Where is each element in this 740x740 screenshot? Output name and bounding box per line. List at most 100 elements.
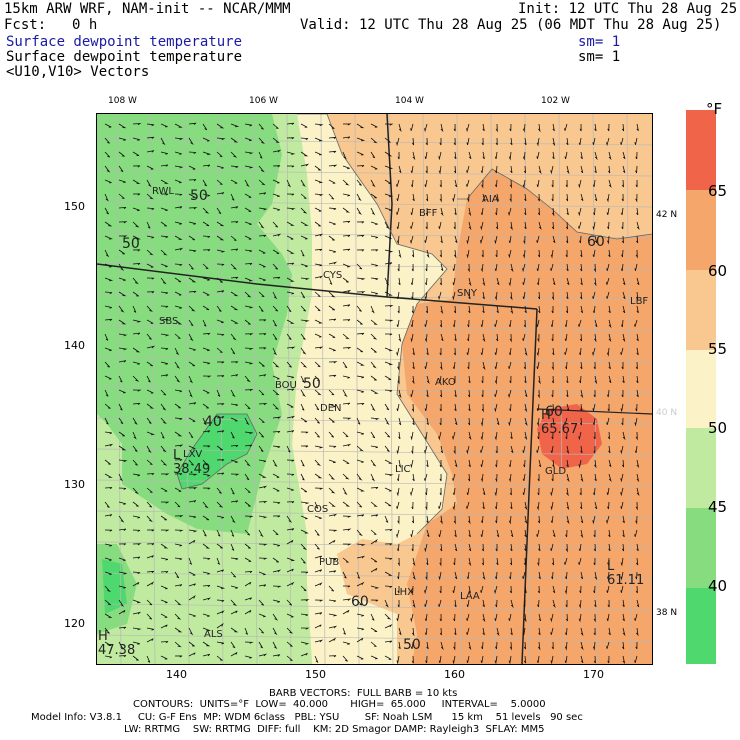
wind-vector [216, 641, 225, 645]
wind-vector [468, 151, 472, 159]
wind-vector [342, 598, 352, 601]
wind-vector [188, 445, 196, 450]
wind-vector [634, 655, 638, 663]
wind-vector [620, 473, 624, 483]
wind-vector [146, 459, 153, 465]
wind-vector [636, 235, 639, 244]
wind-vector [314, 123, 324, 127]
wind-vector [104, 529, 113, 532]
wind-vector [258, 263, 266, 268]
wind-vector [314, 459, 322, 467]
wind-vector [580, 445, 583, 454]
wind-vector [622, 613, 625, 622]
wind-vector [468, 543, 472, 552]
wind-vector [566, 515, 570, 525]
wind-vector [454, 179, 458, 188]
wind-vector [468, 277, 472, 287]
wind-vector [579, 347, 582, 356]
wind-vector [606, 641, 610, 649]
wind-vector [356, 555, 366, 559]
wind-vector [606, 193, 610, 203]
wind-vector [328, 431, 334, 438]
wind-vector [635, 193, 638, 203]
wind-vector [118, 501, 126, 505]
wind-vector [370, 585, 380, 589]
wind-vector [216, 151, 223, 158]
wind-vector [202, 263, 209, 270]
wind-vector [272, 445, 281, 449]
wind-vector [438, 599, 442, 607]
wind-vector [536, 445, 540, 453]
wind-vector [244, 543, 251, 549]
wind-vector [537, 473, 540, 482]
wind-vector [425, 221, 428, 230]
wind-vector [411, 515, 414, 524]
wind-vector [438, 571, 442, 581]
y-tick-label: 120 [64, 617, 85, 630]
colorbar-swatch [686, 508, 716, 588]
field1-smoothing: sm= 1 [578, 34, 621, 50]
wind-vector [272, 361, 280, 368]
wind-vector [551, 431, 554, 440]
wind-vector [202, 445, 211, 448]
wind-vector [384, 459, 393, 464]
wind-vector [118, 431, 126, 437]
wind-vector [635, 515, 638, 525]
wind-vector [356, 165, 365, 168]
wind-vector [104, 193, 109, 202]
wind-vector [160, 403, 167, 411]
wind-vector [314, 263, 323, 267]
wind-vector [160, 207, 168, 211]
wind-vector [495, 459, 498, 468]
wind-vector [258, 431, 264, 438]
wind-vector [592, 249, 596, 258]
wind-vector [606, 277, 610, 285]
wind-vector [104, 514, 113, 517]
wind-vector [300, 207, 308, 214]
wind-vector [594, 375, 598, 385]
wind-vector [384, 417, 390, 426]
wind-vector [452, 487, 456, 496]
wind-vector [230, 445, 239, 448]
wind-vector [216, 263, 225, 266]
wind-vector [104, 221, 113, 227]
wind-vector [594, 277, 597, 287]
wind-vector [496, 417, 500, 425]
wind-vector [174, 319, 183, 325]
wind-vector [480, 585, 484, 593]
wind-vector [132, 655, 139, 661]
wind-vector [481, 375, 484, 384]
wind-vector [385, 333, 393, 336]
wind-vector [258, 207, 268, 211]
wind-vector [410, 277, 414, 286]
wind-vector [146, 487, 153, 493]
map-canvas [96, 113, 653, 665]
wind-vector [356, 193, 362, 202]
wind-vector [606, 585, 610, 593]
wind-vector [608, 151, 612, 161]
wind-vector [509, 123, 512, 132]
model-physics: LW: RRTMG SW: RRTMG DIFF: full KM: 2D Sm… [124, 724, 545, 735]
wind-vector [396, 347, 400, 357]
wind-vector [580, 263, 583, 272]
wind-vector [509, 403, 512, 412]
wind-vector [370, 375, 377, 381]
wind-vector [342, 459, 350, 464]
wind-vector [452, 585, 456, 594]
wind-vector [244, 627, 248, 635]
wind-vector [244, 375, 251, 383]
city-label: LHX [394, 587, 414, 598]
city-label: BFF [419, 208, 438, 219]
wind-vector [494, 347, 498, 356]
wind-vector [328, 445, 337, 448]
wind-vector [608, 529, 611, 538]
wind-vector [300, 305, 307, 312]
wind-vector [202, 207, 210, 214]
wind-vector [216, 137, 226, 141]
wind-vector [608, 375, 612, 383]
wind-vector [272, 654, 281, 657]
wind-vector [550, 165, 554, 175]
wind-vector [466, 165, 470, 173]
wind-vector [342, 220, 351, 224]
wind-vector [132, 402, 141, 406]
